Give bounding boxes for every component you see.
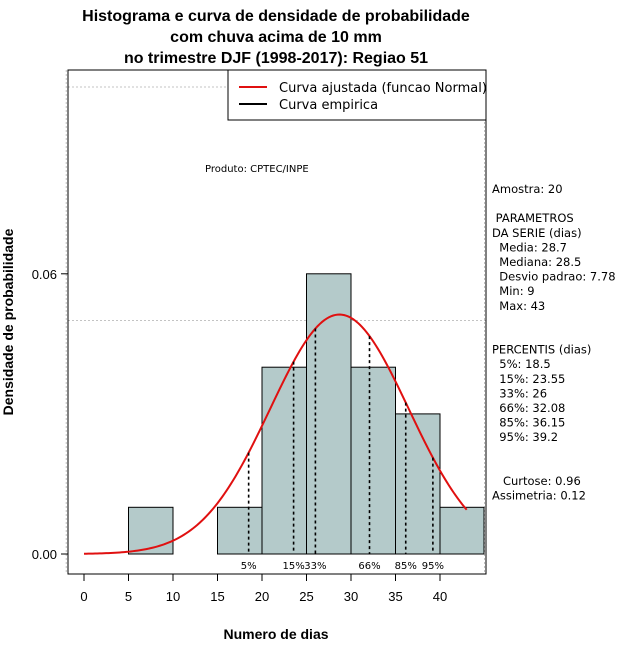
- histogram-bar: [439, 506, 485, 555]
- histogram-bar: [306, 273, 352, 555]
- stat-line: 15%: 23.55: [492, 372, 565, 386]
- stat-line: Media: 28.7: [492, 240, 567, 254]
- percentile-label: 66%: [358, 561, 380, 572]
- stat-line: 95%: 39.2: [492, 430, 558, 444]
- histogram-bar: [350, 366, 396, 555]
- histogram-bar: [128, 506, 174, 555]
- x-tick-label: 30: [344, 589, 358, 604]
- histogram-bar: [261, 366, 307, 555]
- y-tick-label: 0.00: [32, 547, 57, 562]
- stat-line: PARAMETROS: [492, 211, 574, 225]
- percentile-lines: 5% 15% 33% 66% 85% 95%: [241, 328, 444, 572]
- normal-curve-line: [83, 313, 468, 555]
- legend: Curva ajustada (funcao Normal) Curva empi…: [227, 69, 487, 121]
- stat-line: Max: 43: [492, 299, 545, 313]
- stat-line: Curtose: 0.96: [492, 474, 581, 488]
- stat-line: Amostra: 20: [492, 182, 563, 196]
- x-tick-label: 0: [80, 589, 87, 604]
- stat-line: Mediana: 28.5: [492, 255, 581, 269]
- axes: 0 5 10 15 20 25 30 35 40 0.00 0.06: [32, 267, 448, 604]
- percentile-label: 5%: [241, 561, 257, 572]
- x-axis-label: Numero de dias: [223, 626, 328, 642]
- stat-line: 85%: 36.15: [492, 416, 565, 430]
- y-axis-label: Densidade de probabilidade: [0, 228, 16, 415]
- stat-line: Desvio padrao: 7.78: [492, 270, 616, 284]
- stat-line: 66%: 32.08: [492, 401, 565, 415]
- x-tick-label: 20: [255, 589, 269, 604]
- legend-label: Curva ajustada (funcao Normal): [279, 81, 487, 96]
- x-tick-label: 25: [299, 589, 313, 604]
- stat-line: Min: 9: [492, 284, 535, 298]
- y-tick-label: 0.06: [32, 267, 57, 282]
- percentile-label: 95%: [422, 561, 444, 572]
- histogram-bar: [217, 506, 263, 555]
- stat-line: Assimetria: 0.12: [492, 489, 586, 503]
- x-tick-label: 5: [125, 589, 132, 604]
- stat-line: 33%: 26: [492, 386, 547, 400]
- title-line: Histograma e curva de densidade de proba…: [82, 8, 470, 25]
- percentile-label: 85%: [395, 561, 417, 572]
- stat-line: DA SERIE (dias): [492, 226, 582, 240]
- stat-line: 5%: 18.5: [492, 357, 551, 371]
- stat-line: PERCENTIS (dias): [492, 343, 591, 357]
- x-tick-label: 15: [210, 589, 224, 604]
- title-line: no trimestre DJF (1998-2017): Regiao 51: [124, 50, 428, 67]
- legend-label: Curva empirica: [279, 98, 378, 113]
- percentile-label: 15%: [282, 561, 304, 572]
- legend-box: [227, 69, 487, 121]
- x-tick-label: 35: [388, 589, 402, 604]
- x-tick-label: 40: [433, 589, 447, 604]
- fitted-curve: [83, 313, 468, 555]
- product-annotation: Produto: CPTEC/INPE: [205, 164, 309, 175]
- histogram-bars: [128, 273, 485, 555]
- chart-title: Histograma e curva de densidade de proba…: [82, 8, 470, 67]
- title-line: com chuva acima de 10 mm: [170, 29, 382, 46]
- x-tick-label: 10: [166, 589, 180, 604]
- percentile-label: 33%: [304, 561, 326, 572]
